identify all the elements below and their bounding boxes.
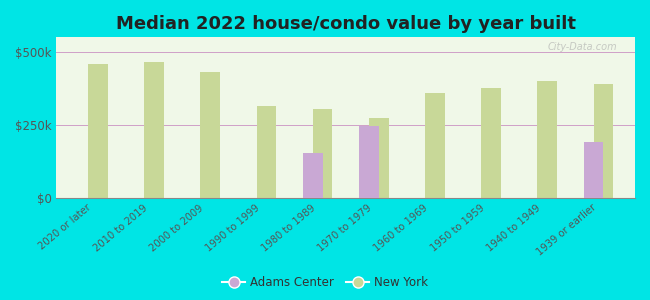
Bar <box>538 81 557 198</box>
Bar <box>257 106 276 198</box>
Bar <box>425 93 445 198</box>
Bar <box>359 126 379 198</box>
Bar <box>144 62 164 198</box>
Bar <box>593 84 613 198</box>
Title: Median 2022 house/condo value by year built: Median 2022 house/condo value by year bu… <box>116 15 576 33</box>
Legend: Adams Center, New York: Adams Center, New York <box>217 272 433 294</box>
Bar <box>369 118 389 198</box>
Text: City-Data.com: City-Data.com <box>548 42 617 52</box>
Bar <box>481 88 501 198</box>
Bar <box>303 153 322 198</box>
Bar <box>584 142 603 198</box>
Bar <box>88 64 108 198</box>
Bar <box>313 109 332 198</box>
Bar <box>200 72 220 198</box>
